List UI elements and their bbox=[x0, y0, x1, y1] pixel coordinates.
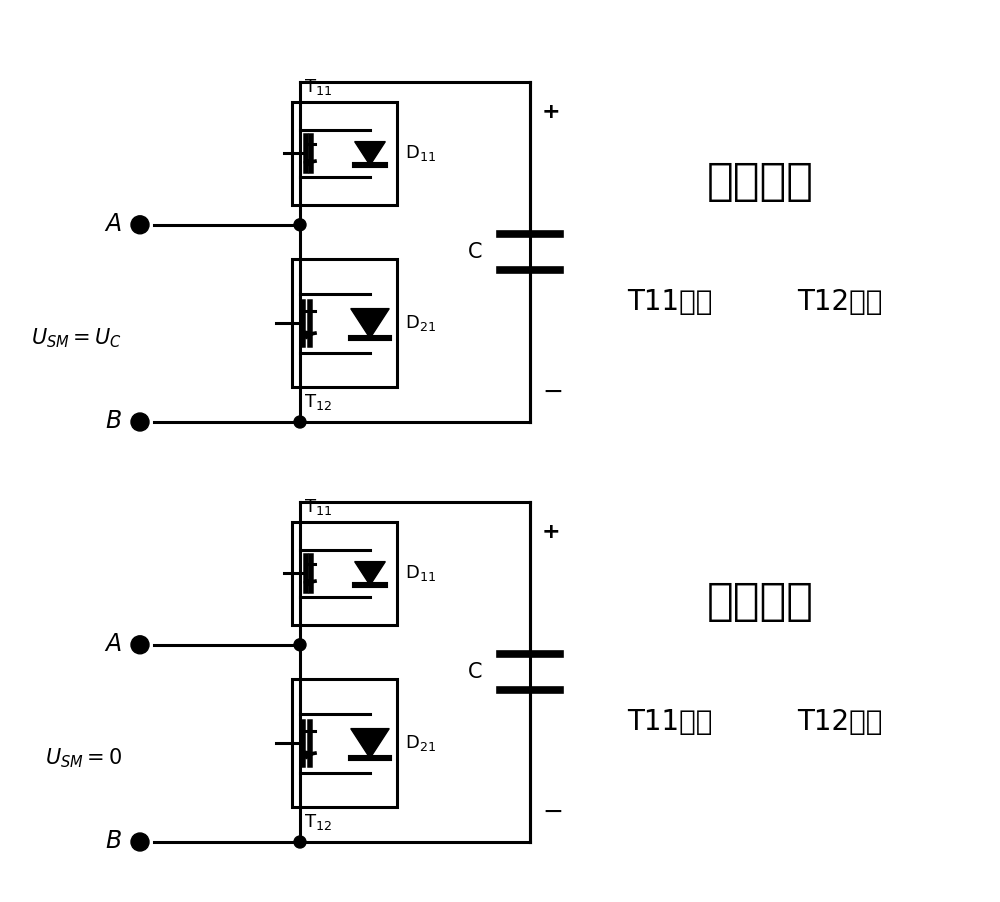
Text: $U_{SM}=U_C$: $U_{SM}=U_C$ bbox=[31, 327, 122, 350]
Text: −: − bbox=[542, 800, 563, 824]
Text: D$_{21}$: D$_{21}$ bbox=[405, 313, 436, 334]
Text: $A$: $A$ bbox=[104, 213, 122, 236]
Text: T12关断: T12关断 bbox=[797, 288, 883, 316]
Text: $A$: $A$ bbox=[104, 633, 122, 657]
Polygon shape bbox=[305, 751, 315, 759]
Text: T$_{12}$: T$_{12}$ bbox=[304, 813, 332, 833]
Polygon shape bbox=[355, 142, 385, 165]
Circle shape bbox=[131, 636, 149, 654]
Text: T$_{12}$: T$_{12}$ bbox=[304, 392, 332, 412]
Text: C: C bbox=[468, 242, 482, 262]
Text: D$_{11}$: D$_{11}$ bbox=[405, 564, 436, 584]
Polygon shape bbox=[355, 562, 385, 585]
Text: $B$: $B$ bbox=[105, 831, 122, 853]
Bar bbox=[292, 679, 397, 807]
Text: D$_{21}$: D$_{21}$ bbox=[405, 733, 436, 753]
Bar bbox=[292, 102, 397, 205]
Text: $B$: $B$ bbox=[105, 410, 122, 434]
Circle shape bbox=[294, 836, 306, 848]
Text: +: + bbox=[542, 522, 561, 542]
Text: −: − bbox=[542, 380, 563, 404]
Bar bbox=[292, 259, 397, 388]
Bar bbox=[292, 522, 397, 625]
Circle shape bbox=[294, 639, 306, 651]
Polygon shape bbox=[351, 308, 389, 338]
Text: +: + bbox=[542, 102, 561, 122]
Polygon shape bbox=[351, 729, 389, 759]
Text: $U_{SM}=0$: $U_{SM}=0$ bbox=[45, 747, 122, 770]
Polygon shape bbox=[307, 160, 315, 166]
Text: T11关断: T11关断 bbox=[627, 708, 713, 736]
Text: T$_{11}$: T$_{11}$ bbox=[304, 77, 332, 97]
Text: T11开通: T11开通 bbox=[627, 288, 713, 316]
Text: T12开通: T12开通 bbox=[797, 708, 883, 736]
Polygon shape bbox=[307, 579, 315, 585]
Circle shape bbox=[131, 833, 149, 851]
Circle shape bbox=[294, 416, 306, 428]
Text: 切除状态: 切除状态 bbox=[706, 581, 814, 623]
Polygon shape bbox=[305, 331, 315, 339]
Circle shape bbox=[131, 216, 149, 234]
Text: T$_{11}$: T$_{11}$ bbox=[304, 497, 332, 517]
Text: C: C bbox=[468, 662, 482, 682]
Text: 投入状态: 投入状态 bbox=[706, 161, 814, 204]
Circle shape bbox=[131, 413, 149, 431]
Circle shape bbox=[294, 219, 306, 231]
Text: D$_{11}$: D$_{11}$ bbox=[405, 143, 436, 163]
